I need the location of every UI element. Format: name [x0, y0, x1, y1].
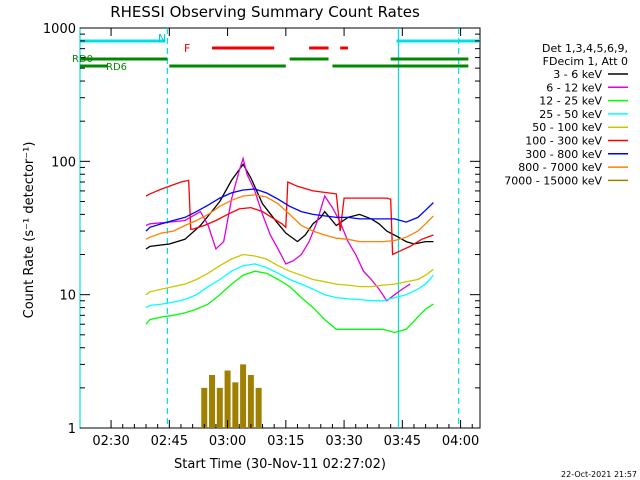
legend-label-0: 3 - 6 keV	[553, 68, 602, 81]
series-line-0	[145, 163, 434, 250]
legend-label-6: 300 - 800 keV	[525, 148, 602, 161]
x-tick-label-3: 03:15	[267, 434, 304, 449]
annotation-f: F	[184, 42, 190, 55]
legend-header-1: FDecim 1, Att 0	[543, 55, 628, 68]
series-line-4	[145, 253, 434, 296]
annotation-rd0: RD0	[72, 54, 93, 65]
series-line-1	[145, 156, 411, 302]
series-line-3	[145, 263, 434, 309]
y-tick-label-2: 100	[51, 155, 76, 170]
x-axis-label: Start Time (30-Nov-11 02:27:02)	[174, 457, 386, 472]
legend-label-2: 12 - 25 keV	[539, 95, 602, 108]
legend-label-1: 6 - 12 keV	[546, 81, 602, 94]
x-tick-label-4: 03:30	[325, 434, 362, 449]
annotation-n: N	[158, 32, 166, 45]
legend-label-7: 800 - 7000 keV	[518, 161, 602, 174]
y-tick-label-3: 1000	[43, 22, 76, 37]
legend-header-0: Det 1,3,4,5,6,9,	[542, 42, 628, 55]
x-tick-label-5: 03:45	[384, 434, 421, 449]
chart-title: RHESSI Observing Summary Count Rates	[110, 3, 420, 21]
legend-label-4: 50 - 100 keV	[532, 121, 602, 134]
plot-area	[79, 27, 481, 429]
series-line-6	[145, 188, 434, 232]
legend: Det 1,3,4,5,6,9,FDecim 1, Att 03 - 6 keV…	[504, 42, 628, 187]
x-tick-label-2: 03:00	[209, 434, 246, 449]
x-tick-label-0: 02:30	[92, 434, 129, 449]
y-tick-label-1: 10	[59, 289, 76, 304]
y-axis-label: Count Rate (s⁻¹ detector⁻¹)	[22, 142, 37, 319]
vertical-lines	[79, 28, 460, 428]
series-lines	[145, 156, 434, 428]
footer-timestamp: 22-Oct-2021 21:57	[561, 470, 637, 479]
plot-frame	[79, 27, 481, 429]
series-line-2	[145, 270, 434, 334]
series-line-5	[145, 179, 434, 256]
legend-label-8: 7000 - 15000 keV	[504, 174, 602, 187]
x-tick-label-6: 04:00	[442, 434, 479, 449]
annotation-rd6: RD6	[106, 62, 127, 73]
x-tick-label-1: 02:45	[151, 434, 188, 449]
legend-label-5: 100 - 300 keV	[525, 135, 602, 148]
series-line-7	[145, 194, 434, 243]
axis-ticks: 02:30 02:45 03:00 03:15 03:30 03:45 04:00 1 10 10…	[43, 22, 480, 449]
y-tick-label-0: 1	[68, 422, 76, 437]
status-bars	[80, 39, 480, 68]
legend-label-3: 25 - 50 keV	[539, 108, 602, 121]
